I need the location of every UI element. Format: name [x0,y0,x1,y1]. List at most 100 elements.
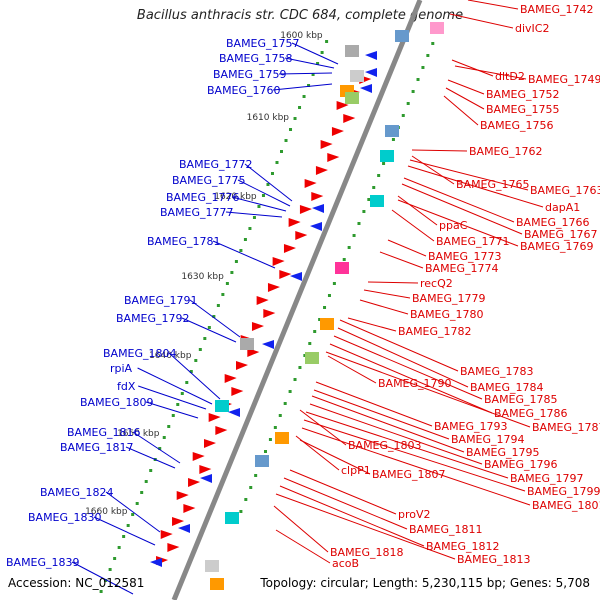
gene-label-right: BAMEG_1756 [480,119,554,132]
gene-arrow-reverse [172,517,185,526]
gene-label-right: BAMEG_1773 [428,250,502,263]
gene-label-right: BAMEG_1780 [410,308,484,321]
leader-line [145,401,199,419]
gene-arrow-forward [312,204,324,213]
gene-label-right: BAMEG_1813 [457,553,531,566]
gene-block [345,45,359,57]
gene-label-left: BAMEG_1830 [28,511,102,524]
gene-arrow-reverse [299,205,312,214]
leader-line [189,299,241,338]
scale-dot [313,330,317,333]
scale-dot [171,414,175,417]
gene-label-left: BAMEG_1760 [207,84,281,97]
scale-dot [323,306,327,309]
gene-label-right: BAMEG_1795 [466,446,540,459]
leader-line [315,381,433,427]
gene-label-right: BAMEG_1782 [398,325,472,338]
scale-dot [406,102,410,105]
gene-label-left: BAMEG_1776 [166,191,240,204]
leader-line [409,159,529,191]
gene-block [430,22,444,34]
leader-line [454,65,527,80]
scale-label: 1660 kbp [85,507,128,517]
gene-block [205,560,219,572]
scale-dot [243,238,247,241]
scale-dot [180,392,184,395]
scale-label: 1650 kbp [117,429,160,439]
gene-arrow-reverse [288,218,301,227]
gene-label-left: BAMEG_1791 [124,294,198,307]
gene-label-right: BAMEG_1787 [532,421,600,434]
gene-arrow-reverse [208,413,221,422]
leader-line [403,177,515,223]
gene-arrow-reverse [231,387,244,396]
gene-label-right: ppaC [439,219,468,232]
scale-dot [357,222,361,225]
gene-block [215,400,229,412]
gene-block [350,70,364,82]
gene-block [395,30,409,42]
gene-label-right: BAMEG_1774 [425,262,499,275]
gene-block [275,432,289,444]
leader-line [181,317,237,343]
gene-label-right: BAMEG_1785 [484,393,558,406]
gene-block [385,125,399,137]
gene-label-left: BAMEG_1824 [40,486,114,499]
leader-line [138,385,207,410]
scale-dot [275,161,279,164]
leader-line [289,469,397,515]
scale-dot [225,282,229,285]
leader-line [401,183,523,235]
scale-dot [249,486,253,489]
scale-dot [176,403,180,406]
scale-dot [234,260,238,263]
gene-label-left: BAMEG_1804 [103,347,177,360]
leader-line [299,409,347,446]
gene-arrow-reverse [311,192,324,201]
scale-dot [158,447,162,450]
leader-line [337,327,469,388]
scale-dot [280,150,283,153]
scale-dot [289,128,293,131]
scale-dot [284,139,288,142]
leader-line [225,211,283,218]
gene-arrow-reverse [247,348,260,357]
scale-dot [352,234,356,237]
gene-block [335,262,349,274]
scale-dot [293,117,297,120]
leader-line [311,395,465,453]
leader-line [283,477,408,530]
scale-dot [212,315,216,318]
leader-line [397,195,438,226]
scale-dot [230,271,234,274]
scale-dot [198,348,202,351]
gene-label-right: BAMEG_1766 [516,216,590,229]
leader-line [407,165,544,208]
scale-dot [131,513,135,516]
leader-line [313,389,450,440]
gene-arrow-reverse [295,231,308,240]
scale-dot [342,258,346,261]
gene-arrow-reverse [267,283,280,292]
leader-line [231,196,287,212]
gene-label-right: BAMEG_1801 [532,499,600,512]
scale-dot [302,95,306,98]
gene-arrow-reverse [176,491,189,500]
scale-dot [252,216,256,219]
gene-label-right: divIC2 [515,22,549,35]
gene-arrow-forward [310,222,322,231]
leader-line [451,59,494,77]
gene-block [210,578,224,590]
scale-dot [149,469,153,472]
scale-dot [431,42,435,45]
leader-line [284,57,335,69]
leader-line [275,493,456,560]
gene-label-right: BAMEG_1763 [530,184,600,197]
leader-line [168,352,221,400]
gene-label-right: BAMEG_1818 [330,546,404,559]
scale-dot [416,78,420,81]
leader-line [303,419,526,492]
scale-dot [185,381,189,384]
gene-block [345,92,359,104]
